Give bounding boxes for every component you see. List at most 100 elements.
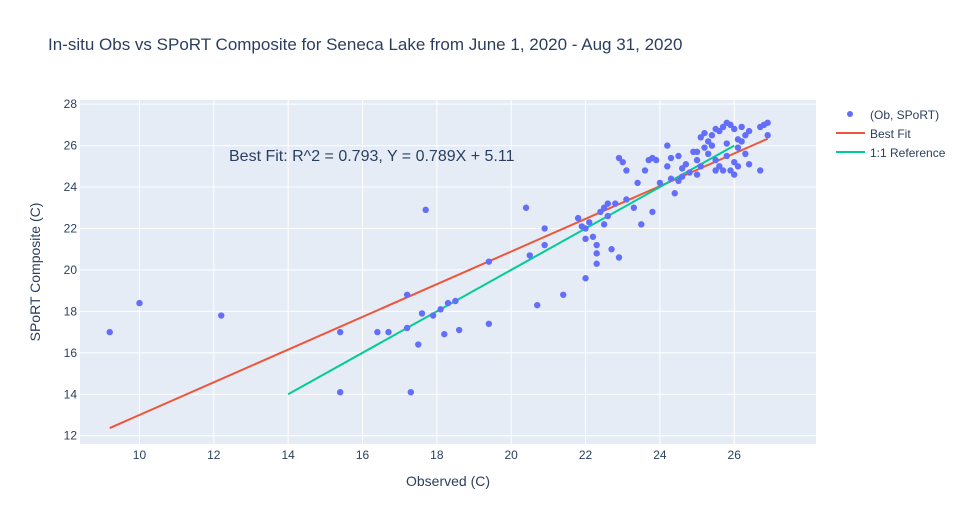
data-point[interactable] — [541, 225, 548, 232]
data-point[interactable] — [593, 260, 600, 267]
data-point[interactable] — [593, 250, 600, 257]
data-point[interactable] — [385, 328, 392, 336]
data-point[interactable] — [719, 167, 727, 174]
data-point[interactable] — [597, 208, 604, 216]
data-point[interactable] — [403, 291, 411, 298]
data-point[interactable] — [630, 204, 638, 211]
data-point[interactable] — [106, 328, 113, 336]
data-point[interactable] — [708, 142, 716, 149]
data-point[interactable] — [652, 156, 660, 164]
data-point[interactable] — [738, 138, 745, 145]
data-point[interactable] — [619, 158, 626, 166]
data-point[interactable] — [560, 291, 567, 298]
data-point[interactable] — [429, 312, 437, 319]
data-point[interactable] — [738, 123, 745, 131]
data-point[interactable] — [415, 341, 422, 348]
data-point[interactable] — [615, 254, 623, 261]
data-point[interactable] — [437, 306, 444, 313]
data-point[interactable] — [716, 163, 723, 170]
legend-item-points[interactable]: (Ob, SPoRT) — [847, 108, 939, 122]
data-point[interactable] — [649, 208, 656, 216]
data-point[interactable] — [745, 127, 753, 135]
data-point[interactable] — [734, 144, 742, 151]
data-point[interactable] — [418, 310, 426, 317]
data-point[interactable] — [403, 324, 411, 332]
data-point[interactable] — [731, 158, 738, 166]
data-point[interactable] — [615, 154, 623, 162]
data-point[interactable] — [586, 219, 593, 226]
data-point[interactable] — [136, 299, 143, 307]
data-point[interactable] — [608, 246, 615, 253]
data-point[interactable] — [455, 326, 463, 334]
data-point[interactable] — [693, 156, 701, 164]
data-point[interactable] — [604, 200, 612, 207]
data-point[interactable] — [574, 214, 582, 222]
data-point[interactable] — [686, 169, 693, 176]
data-point[interactable] — [675, 152, 682, 160]
data-point[interactable] — [764, 119, 771, 126]
data-point[interactable] — [723, 140, 730, 147]
legend-item-best-fit[interactable]: Best Fit — [836, 127, 911, 141]
data-point[interactable] — [716, 127, 723, 135]
data-point[interactable] — [612, 200, 619, 207]
data-point[interactable] — [671, 190, 678, 197]
data-point[interactable] — [485, 258, 493, 265]
data-point[interactable] — [697, 163, 704, 170]
data-point[interactable] — [582, 235, 589, 243]
data-point[interactable] — [374, 328, 381, 336]
data-point[interactable] — [705, 150, 712, 158]
data-point[interactable] — [641, 167, 649, 174]
data-point[interactable] — [526, 252, 533, 259]
data-point[interactable] — [664, 163, 671, 170]
data-point[interactable] — [731, 125, 738, 133]
data-point[interactable] — [522, 204, 530, 211]
data-point[interactable] — [600, 204, 608, 211]
data-point[interactable] — [582, 275, 589, 282]
data-point[interactable] — [667, 175, 675, 182]
data-point[interactable] — [534, 301, 541, 309]
data-point[interactable] — [693, 171, 701, 178]
data-point[interactable] — [745, 161, 753, 168]
legend-item-reference[interactable]: 1:1 Reference — [836, 146, 946, 160]
data-point[interactable] — [541, 241, 548, 249]
data-point[interactable] — [678, 165, 686, 172]
legend[interactable]: (Ob, SPoRT) Best Fit 1:1 Reference — [836, 108, 946, 160]
data-point[interactable] — [337, 328, 344, 336]
data-point[interactable] — [582, 225, 589, 232]
data-point[interactable] — [712, 167, 719, 174]
data-point[interactable] — [664, 142, 671, 149]
data-point[interactable] — [731, 171, 738, 178]
data-point[interactable] — [638, 221, 645, 228]
data-point[interactable] — [742, 132, 749, 139]
data-point[interactable] — [337, 388, 344, 396]
data-point[interactable] — [623, 167, 630, 174]
data-point[interactable] — [593, 241, 600, 249]
data-point[interactable] — [656, 179, 664, 187]
data-point[interactable] — [604, 212, 612, 220]
data-point[interactable] — [667, 154, 675, 162]
data-point[interactable] — [422, 206, 429, 214]
data-point[interactable] — [452, 297, 459, 305]
data-point[interactable] — [634, 179, 641, 187]
data-point[interactable] — [727, 121, 734, 129]
data-point[interactable] — [444, 299, 452, 307]
data-point[interactable] — [485, 320, 493, 328]
data-point[interactable] — [697, 134, 704, 141]
data-point[interactable] — [701, 144, 708, 151]
data-point[interactable] — [600, 221, 608, 228]
data-point[interactable] — [701, 129, 708, 137]
data-point[interactable] — [742, 150, 749, 158]
data-point[interactable] — [675, 177, 682, 185]
data-point[interactable] — [218, 312, 225, 319]
data-point[interactable] — [678, 173, 686, 180]
data-point[interactable] — [727, 167, 734, 174]
data-point[interactable] — [708, 132, 716, 139]
data-point[interactable] — [764, 132, 771, 139]
data-point[interactable] — [682, 161, 690, 168]
data-point[interactable] — [693, 148, 701, 156]
data-point[interactable] — [589, 233, 597, 240]
data-point[interactable] — [705, 138, 712, 145]
data-point[interactable] — [623, 196, 630, 203]
data-point[interactable] — [441, 330, 448, 338]
data-point[interactable] — [719, 123, 727, 131]
